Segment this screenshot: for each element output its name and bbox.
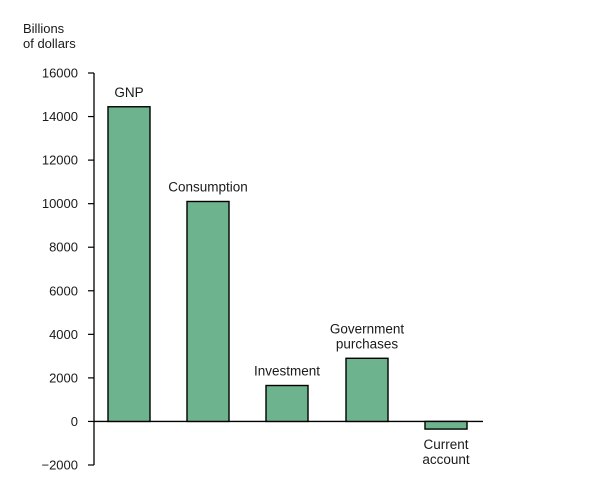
- category-label: Government: [330, 321, 405, 336]
- y-tick-label: 14000: [42, 109, 78, 124]
- y-tick-label: 16000: [42, 66, 78, 81]
- y-tick-label: 10000: [42, 196, 78, 211]
- category-label: Current: [423, 437, 468, 452]
- category-labels: GNP Consumption Investment Governmentpurcha…: [114, 85, 470, 467]
- y-axis-ticks: 16000 14000 12000 10000 8000 6000 4000 2000 0 −20…: [41, 66, 94, 473]
- category-label: purchases: [336, 336, 399, 351]
- y-tick-label: −2000: [41, 458, 78, 473]
- y-axis-title-line-2: of dollars: [23, 36, 76, 51]
- y-tick-label: 2000: [49, 370, 78, 385]
- y-tick-label: 8000: [49, 240, 78, 255]
- bar-government-purchases: [345, 357, 389, 423]
- category-label: account: [422, 452, 470, 467]
- y-tick-label: 6000: [49, 283, 78, 298]
- category-label: Consumption: [168, 179, 248, 194]
- bar-investment: [265, 384, 309, 423]
- category-label: GNP: [114, 85, 143, 100]
- y-tick-label: 4000: [49, 327, 78, 342]
- bars: [107, 106, 468, 430]
- bar-current-account: [424, 420, 468, 430]
- y-tick-label: 0: [71, 414, 78, 429]
- bar-consumption: [186, 200, 230, 423]
- category-label: Investment: [254, 364, 320, 379]
- y-axis-title-line-1: Billions: [23, 21, 65, 36]
- bar-gnp: [107, 106, 151, 423]
- y-tick-label: 12000: [42, 153, 78, 168]
